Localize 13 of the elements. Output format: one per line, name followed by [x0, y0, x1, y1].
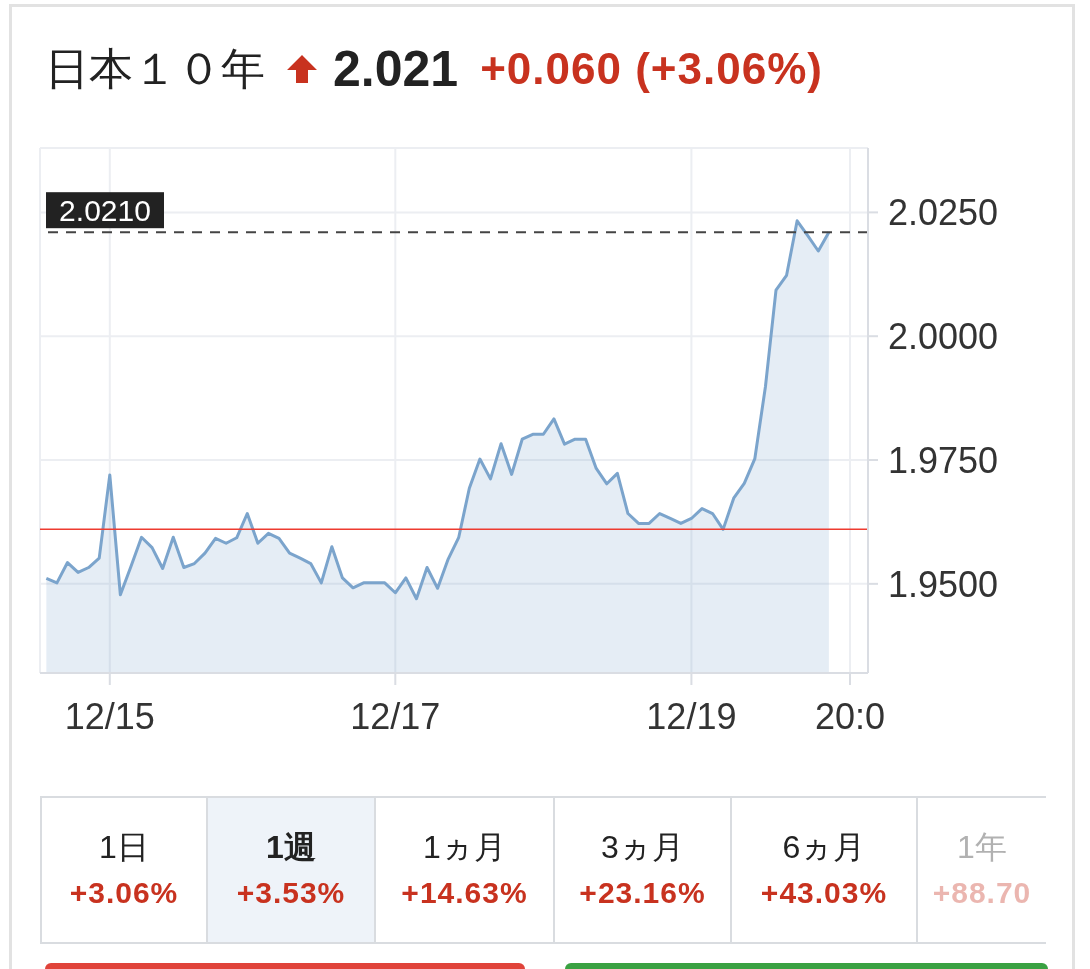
y-tick-label: 1.9750 — [888, 439, 999, 481]
x-tick-label: 20:0 — [814, 695, 886, 737]
x-tick-label: 12/17 — [350, 695, 441, 737]
y-tick-label: 1.9500 — [888, 563, 999, 605]
y-tick-label: 2.0000 — [888, 315, 999, 357]
text: +0.060 (+3.06%) — [480, 44, 823, 94]
tab: 1週 +3.53% — [208, 798, 376, 942]
ref-line-label: 2.0210 — [59, 193, 151, 227]
x-tick-label: 12/15 — [64, 695, 155, 737]
y-tick-label: 2.0250 — [888, 192, 999, 234]
text: 2.021 — [333, 41, 459, 97]
chart-title: 日本１０年 — [45, 44, 265, 94]
x-tick-label: 12/19 — [646, 695, 737, 737]
